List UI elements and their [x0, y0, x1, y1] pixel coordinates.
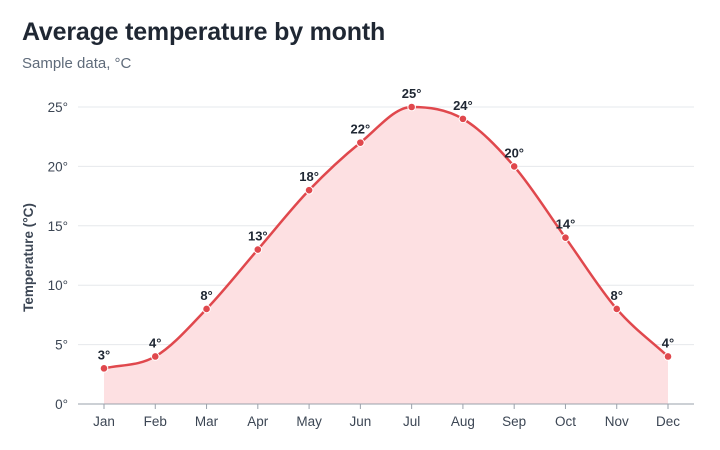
chart-subtitle: Sample data, °C — [22, 55, 132, 72]
data-label: 13° — [248, 229, 268, 244]
data-point — [561, 233, 570, 242]
data-point — [356, 138, 365, 147]
area-layer — [102, 105, 670, 404]
data-point — [509, 162, 519, 171]
y-tick-label: 20° — [48, 159, 68, 174]
data-label: 24° — [453, 98, 473, 113]
x-tick-label: Apr — [247, 414, 269, 429]
y-tick-label: 25° — [48, 100, 68, 115]
data-point — [253, 245, 263, 254]
data-points — [99, 102, 673, 373]
x-tick-label: May — [296, 414, 322, 429]
x-tick-label: Mar — [195, 414, 219, 429]
data-label: 4° — [662, 335, 674, 350]
data-point — [202, 304, 211, 314]
x-tick-label: Aug — [451, 414, 475, 429]
data-label: 25° — [402, 86, 422, 101]
data-label: 8° — [200, 288, 212, 303]
data-point — [612, 304, 622, 314]
data-labels: 3° 4° 8° 13° 18° 22° 25° 24° 20° 14° 8° 4° — [98, 86, 674, 362]
data-label: 3° — [98, 347, 110, 362]
data-point — [304, 185, 314, 195]
data-label: 22° — [351, 122, 371, 137]
y-tick-label: 15° — [48, 219, 68, 234]
y-axis-title: Temperature (°C) — [21, 203, 36, 312]
data-label: 4° — [149, 335, 161, 350]
x-tick-label: Sep — [502, 414, 526, 429]
area-fill — [104, 107, 668, 404]
data-point — [99, 364, 109, 373]
x-tick-label: Feb — [144, 414, 167, 429]
x-tick-label: Jul — [403, 414, 420, 429]
data-label: 20° — [504, 145, 524, 160]
data-label: 14° — [556, 217, 576, 232]
x-tick-label: Oct — [555, 414, 576, 429]
data-point — [663, 352, 673, 361]
data-point — [458, 114, 468, 124]
x-tick-label: Nov — [605, 414, 629, 429]
data-label: 18° — [299, 169, 319, 184]
x-tick-label: Jun — [349, 414, 371, 429]
y-tick-label: 5° — [55, 338, 68, 353]
y-tick-label: 0° — [55, 397, 68, 412]
x-tick-label: Jan — [93, 414, 115, 429]
data-point — [150, 352, 160, 361]
chart-title: Average temperature by month — [22, 18, 386, 46]
data-label: 8° — [611, 288, 623, 303]
data-point — [407, 102, 416, 112]
x-tick-label: Dec — [656, 414, 680, 429]
axes: 0° 5° 10° 15° 20° 25° Jan Feb Mar Apr May Jun Jul Aug… — [48, 100, 694, 429]
y-tick-label: 10° — [48, 278, 68, 293]
